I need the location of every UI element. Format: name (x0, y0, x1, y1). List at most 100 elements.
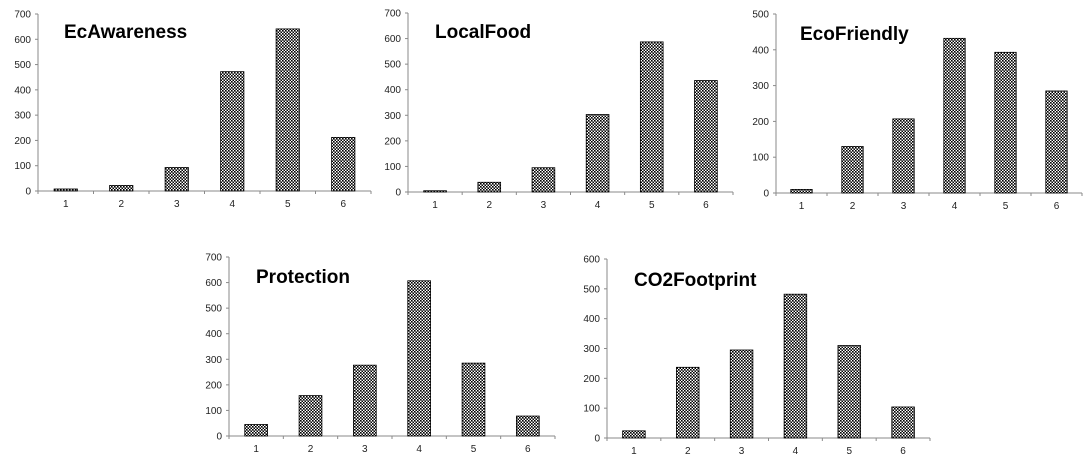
y-tick-label: 700 (205, 253, 222, 264)
y-tick-label: 700 (384, 9, 401, 20)
bar (477, 181, 502, 193)
bar (53, 188, 78, 192)
bar (891, 406, 915, 439)
chart-co2footprint: 0 100 200 300 400 500 600 1 2 3 4 5 6 CO2Footprint (583, 255, 931, 457)
bar (298, 395, 323, 437)
bar (461, 362, 486, 437)
y-tick-label: 500 (384, 60, 401, 71)
x-tick-label: 2 (118, 199, 124, 210)
bar (244, 424, 268, 437)
y-tick-label: 200 (14, 136, 31, 147)
x-tick-label: 3 (541, 200, 547, 211)
bar (423, 190, 447, 193)
x-tick-label: 5 (471, 444, 477, 455)
x-tick-label: 4 (229, 199, 235, 210)
y-tick-label: 400 (14, 85, 31, 96)
y-tick-label: 200 (752, 117, 769, 128)
x-tick-label: 6 (340, 199, 346, 210)
x-tick-label: 1 (432, 200, 438, 211)
bar (729, 349, 754, 439)
y-tick-label: 0 (216, 432, 222, 443)
bar (585, 114, 610, 193)
y-tick-label: 100 (14, 161, 31, 172)
y-tick-label: 500 (583, 284, 600, 295)
x-tick-label: 5 (649, 200, 655, 211)
x-tick-label: 5 (846, 446, 852, 457)
x-tick-label: 4 (595, 200, 601, 211)
y-tick-label: 100 (752, 153, 769, 164)
y-tick-label: 500 (752, 10, 769, 21)
x-tick-label: 6 (1054, 201, 1060, 212)
bar (841, 146, 864, 194)
bar (639, 41, 664, 193)
bar (783, 293, 808, 439)
y-tick-label: 200 (205, 380, 222, 391)
bar (790, 189, 813, 194)
x-tick-label: 3 (739, 446, 745, 457)
y-tick-label: 100 (205, 406, 222, 417)
chart-protection: 0 100 200 300 400 500 600 700 1 2 3 4 5 6 Protection (205, 253, 556, 455)
y-tick-label: 600 (384, 34, 401, 45)
x-tick-label: 1 (631, 446, 637, 457)
y-tick-label: 400 (384, 85, 401, 96)
y-tick-label: 400 (583, 314, 600, 325)
bar (331, 136, 356, 192)
chart-ecawareness: 0 100 200 300 400 500 600 700 1 2 3 4 5 6 EcAwareness (14, 10, 372, 210)
chart-title: EcAwareness (64, 22, 187, 43)
y-tick-label: 600 (583, 255, 600, 266)
x-tick-label: 2 (685, 446, 691, 457)
chart-title: LocalFood (435, 22, 531, 43)
bar (994, 51, 1017, 194)
chart-title: EcoFriendly (800, 24, 909, 45)
x-tick-label: 6 (703, 200, 709, 211)
y-tick-label: 400 (752, 45, 769, 56)
y-tick-label: 200 (384, 136, 401, 147)
y-tick-label: 0 (763, 189, 769, 200)
y-tick-label: 100 (384, 162, 401, 173)
bar (622, 430, 646, 439)
x-tick-label: 4 (793, 446, 799, 457)
y-tick-label: 100 (583, 404, 600, 415)
y-tick-label: 300 (384, 111, 401, 122)
y-tick-label: 300 (583, 344, 600, 355)
bar (943, 37, 966, 194)
bar (516, 415, 540, 437)
y-tick-label: 0 (395, 188, 401, 199)
x-tick-label: 5 (1003, 201, 1009, 212)
bar (275, 28, 300, 192)
bar (353, 364, 377, 437)
y-tick-label: 0 (594, 434, 600, 445)
x-tick-label: 3 (362, 444, 368, 455)
bar (694, 80, 718, 193)
y-tick-label: 500 (14, 60, 31, 71)
y-tick-label: 700 (14, 10, 31, 21)
chart-title: CO2Footprint (634, 270, 757, 291)
x-tick-label: 2 (308, 444, 314, 455)
y-tick-label: 300 (205, 355, 222, 366)
y-tick-label: 200 (583, 374, 600, 385)
x-tick-label: 4 (952, 201, 958, 212)
y-tick-label: 300 (14, 111, 31, 122)
x-tick-label: 4 (416, 444, 422, 455)
y-tick-label: 500 (205, 304, 222, 315)
bar (220, 71, 245, 192)
y-tick-label: 0 (25, 187, 31, 198)
x-tick-label: 3 (174, 199, 180, 210)
bar (837, 345, 861, 439)
x-tick-label: 3 (901, 201, 907, 212)
chart-ecofriendly: 0 100 200 300 400 500 1 2 3 4 5 6 EcoFriendly (752, 10, 1083, 212)
chart-localfood: 0 100 200 300 400 500 600 700 1 2 3 4 5 6 LocalFood (384, 9, 734, 211)
y-tick-label: 400 (205, 329, 222, 340)
x-tick-label: 5 (285, 199, 291, 210)
y-tick-label: 600 (14, 35, 31, 46)
x-tick-label: 1 (63, 199, 69, 210)
y-tick-label: 300 (752, 81, 769, 92)
x-tick-label: 2 (850, 201, 856, 212)
x-tick-label: 6 (525, 444, 531, 455)
bar (676, 366, 700, 439)
bar (892, 118, 915, 194)
bar (109, 185, 134, 192)
chart-title: Protection (256, 267, 350, 288)
bar (531, 167, 556, 193)
